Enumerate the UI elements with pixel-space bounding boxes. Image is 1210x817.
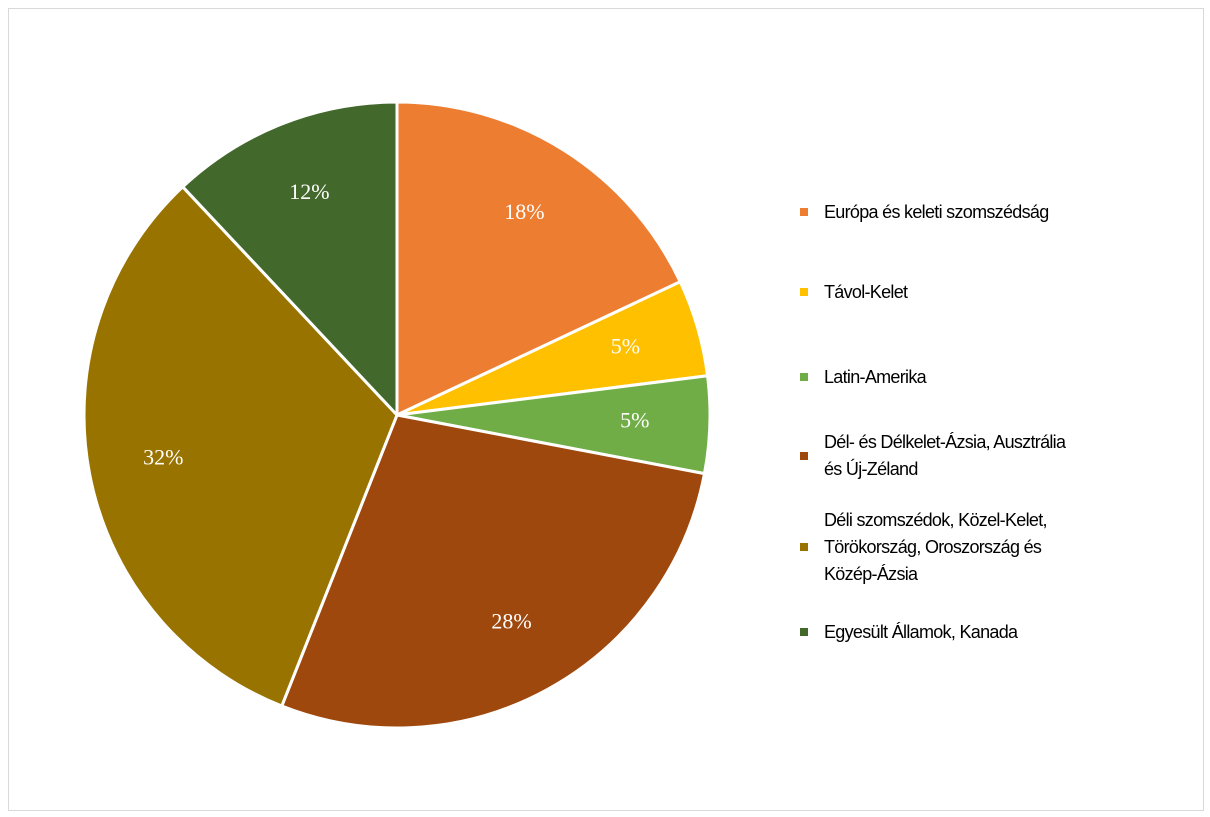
slice-label-3: 5% xyxy=(620,408,649,433)
pie-slice-5 xyxy=(82,185,399,708)
slice-label-4: 28% xyxy=(491,609,531,634)
pie-slice-4 xyxy=(280,413,706,730)
slice-label-2: 5% xyxy=(611,334,640,359)
slice-label-5: 32% xyxy=(143,445,183,470)
slice-label-6: 12% xyxy=(289,179,329,204)
pie-slice-1 xyxy=(395,100,682,417)
pie-slice-6 xyxy=(181,100,399,417)
slice-label-1: 18% xyxy=(504,199,544,224)
